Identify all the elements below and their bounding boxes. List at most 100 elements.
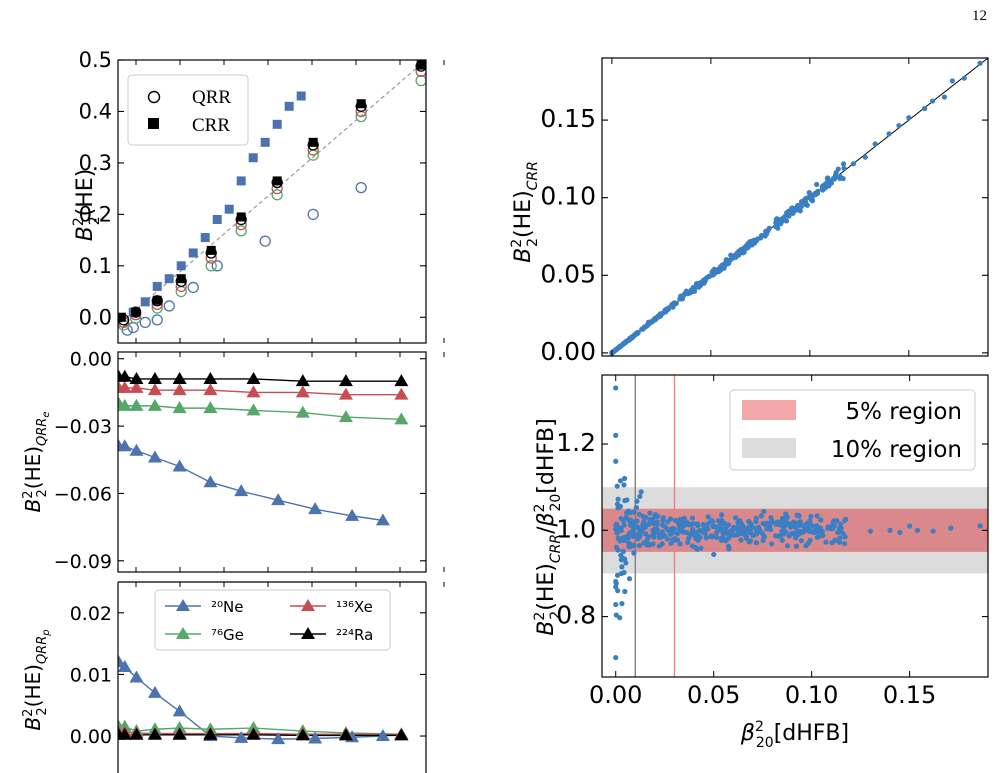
- data-point: [766, 225, 772, 231]
- data-point: [653, 316, 659, 322]
- bottom-right-y-tick-label: 1.2: [556, 428, 596, 457]
- data-point: [886, 131, 892, 137]
- data-point: [837, 535, 843, 541]
- data-point: [810, 192, 817, 198]
- data-point: [977, 523, 983, 529]
- data-point: [626, 540, 632, 546]
- data-point: [930, 528, 936, 534]
- bottom-right-x-tick-label: 0.15: [883, 681, 936, 709]
- data-point: [820, 532, 826, 539]
- data-point: [751, 237, 757, 243]
- data-point: [786, 533, 792, 539]
- data-point: [753, 519, 759, 525]
- data-point: [887, 527, 893, 533]
- crr-point: [224, 204, 234, 214]
- data-point: [641, 324, 647, 330]
- bl-y-tick-label: 0.02: [70, 603, 112, 625]
- panel-bottom-left: 0.00 0.01 0.02: [70, 581, 445, 773]
- data-point: [792, 207, 798, 213]
- data-point: [246, 371, 261, 384]
- qrr-point: [355, 181, 367, 194]
- data-point: [615, 496, 621, 502]
- data-point: [720, 534, 726, 540]
- bottom-right-y-tick-label: 0.8: [556, 601, 596, 630]
- data-point: [613, 601, 619, 608]
- data-point: [768, 515, 774, 521]
- data-point: [691, 288, 698, 294]
- legend-marker-qrr: [147, 90, 161, 104]
- data-point: [665, 306, 671, 312]
- series-line: [118, 402, 402, 421]
- legend-swatch-5pct: [742, 400, 796, 420]
- data-point: [637, 493, 643, 500]
- data-point: [724, 257, 730, 263]
- data-point: [696, 528, 702, 534]
- data-point: [711, 266, 717, 272]
- data-point: [681, 515, 687, 521]
- legend-bottom-left: ²⁰Ne ¹³⁶Xe ⁷⁶Ge ²²⁴Ra: [154, 589, 391, 651]
- data-point: [129, 727, 144, 740]
- data-point: [796, 513, 802, 519]
- data-point: [781, 524, 787, 530]
- data-point: [799, 529, 805, 535]
- data-point: [684, 530, 690, 536]
- data-point: [618, 552, 624, 558]
- data-point: [733, 515, 739, 521]
- data-point: [203, 727, 218, 740]
- data-point: [338, 374, 353, 387]
- data-point: [823, 539, 829, 545]
- data-point: [769, 541, 775, 547]
- data-point: [660, 522, 666, 528]
- data-point: [835, 166, 841, 172]
- qrr-point: [139, 316, 151, 329]
- data-point: [760, 537, 766, 544]
- qrr-point: [163, 300, 175, 312]
- data-point: [948, 525, 954, 531]
- data-point: [622, 588, 628, 595]
- series-line: [118, 375, 402, 382]
- data-point: [818, 517, 824, 523]
- data-point: [825, 525, 831, 532]
- data-point: [129, 371, 144, 384]
- data-point: [728, 252, 734, 258]
- data-point: [118, 369, 132, 382]
- data-point: [761, 508, 767, 515]
- bl-y-tick-label: 0.00: [70, 726, 112, 748]
- legend-label-10pct: 10% region: [831, 437, 962, 463]
- data-point: [829, 525, 836, 532]
- data-point: [817, 529, 823, 535]
- data-point: [802, 525, 808, 532]
- legend-label: ¹³⁶Xe: [336, 598, 373, 616]
- data-point: [809, 197, 815, 203]
- data-point: [814, 513, 820, 519]
- data-point: [783, 218, 790, 224]
- data-point: [634, 498, 640, 504]
- data-point: [308, 502, 323, 515]
- ml-y-tick-label: −0.09: [54, 551, 112, 573]
- data-point: [812, 528, 818, 534]
- legend-label: ²⁰Ne: [211, 598, 243, 616]
- data-point: [783, 511, 789, 517]
- data-point: [741, 249, 747, 255]
- data-point: [659, 541, 665, 547]
- data-point: [709, 534, 715, 540]
- crr-point: [272, 176, 282, 186]
- data-point: [732, 252, 738, 258]
- data-point: [929, 98, 936, 104]
- data-point: [719, 512, 725, 518]
- qrr-point: [271, 189, 283, 201]
- series-line: [118, 731, 402, 736]
- data-point: [804, 202, 810, 208]
- data-point: [636, 542, 642, 549]
- data-point: [815, 534, 821, 540]
- data-point: [793, 535, 799, 541]
- crr-point: [272, 119, 282, 129]
- data-point: [615, 588, 621, 594]
- data-point: [695, 280, 701, 287]
- data-point: [615, 547, 621, 553]
- data-point: [147, 383, 162, 396]
- data-point: [394, 412, 409, 425]
- data-point: [627, 522, 634, 528]
- data-point: [147, 398, 162, 411]
- data-point: [147, 685, 162, 698]
